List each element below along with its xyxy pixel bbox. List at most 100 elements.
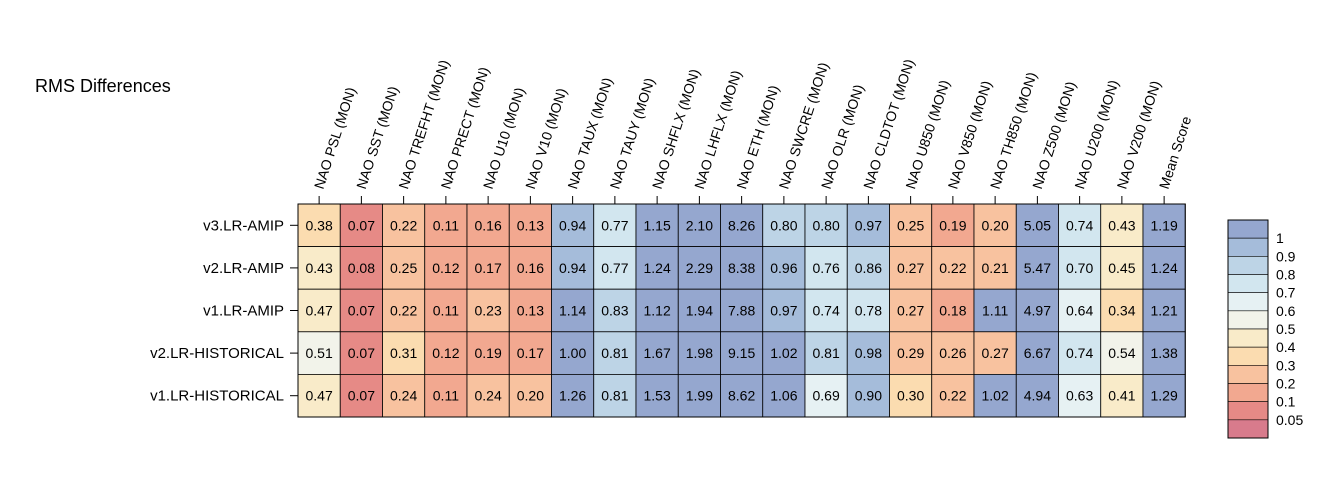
cell-value-label: 0.27 <box>897 303 924 319</box>
colorbar-label: 0.8 <box>1276 267 1296 283</box>
cell-value-label: 0.77 <box>601 260 628 276</box>
heatmap-cell <box>846 373 890 418</box>
cell-value-label: 0.80 <box>813 217 840 233</box>
cell-value-label: 0.16 <box>475 217 502 233</box>
cell-value-label: 0.16 <box>517 260 544 276</box>
cell-value-label: 0.23 <box>475 303 502 319</box>
heatmap-cell <box>424 288 468 333</box>
heatmap-cell <box>677 373 721 418</box>
heatmap-cell <box>382 288 426 333</box>
cell-value-label: 0.19 <box>939 217 966 233</box>
heatmap-cell <box>720 331 764 375</box>
heatmap-cell <box>382 246 426 290</box>
colorbar-swatch <box>1227 346 1269 366</box>
column-label: NAO V850 (MON) <box>945 79 995 191</box>
cell-value-label: 0.22 <box>390 303 417 319</box>
cell-value-label: 1.19 <box>1151 217 1178 233</box>
cell-value-label: 0.34 <box>1108 303 1135 319</box>
colorbar-swatch <box>1227 419 1269 439</box>
cell-value-label: 0.31 <box>390 345 417 361</box>
cell-value-label: 0.11 <box>433 217 459 233</box>
cell-value-label: 1.53 <box>644 388 671 404</box>
column-label: NAO ETH (MON) <box>733 83 782 191</box>
heatmap-cell <box>635 246 679 290</box>
cell-value-label: 0.18 <box>939 303 966 319</box>
heatmap-cell <box>382 203 426 247</box>
colorbar-swatch <box>1227 365 1269 384</box>
heatmap-cell <box>508 246 552 290</box>
colorbar-label: 0.2 <box>1276 376 1296 392</box>
heatmap-cell <box>720 246 764 290</box>
cell-value-label: 1.12 <box>644 303 671 319</box>
heatmap-cell <box>1058 246 1102 290</box>
colorbar-swatch <box>1227 401 1269 421</box>
heatmap-cell <box>931 288 975 333</box>
cell-value-label: 1.02 <box>982 388 1009 404</box>
cell-value-label: 8.38 <box>728 260 755 276</box>
cell-value-label: 1.06 <box>770 388 797 404</box>
cell-value-label: 1.24 <box>644 260 671 276</box>
cell-value-label: 0.96 <box>770 260 797 276</box>
heatmap-cell <box>382 331 426 375</box>
cell-value-label: 0.07 <box>348 388 375 404</box>
cell-value-label: 0.38 <box>306 217 333 233</box>
column-label: NAO TH850 (MON) <box>987 70 1040 191</box>
heatmap-cell <box>1142 331 1186 375</box>
row-label: v1.LR-AMIP <box>203 303 284 320</box>
cell-value-label: 0.64 <box>1066 303 1093 319</box>
heatmap-cell <box>889 373 933 418</box>
cell-value-label: 0.54 <box>1108 345 1135 361</box>
cell-value-label: 0.07 <box>348 303 375 319</box>
heatmap-cell <box>466 331 510 375</box>
cell-value-label: 0.74 <box>1066 217 1093 233</box>
cell-value-label: 0.94 <box>559 217 586 233</box>
heatmap-cell <box>593 373 637 418</box>
cell-value-label: 1.11 <box>982 303 1008 319</box>
colorbar-swatch <box>1227 256 1269 275</box>
heatmap-cell <box>804 331 848 375</box>
heatmap-cell <box>973 246 1017 290</box>
cell-value-label: 0.43 <box>1108 217 1135 233</box>
cell-value-label: 0.22 <box>939 260 966 276</box>
cell-value-label: 0.19 <box>475 345 502 361</box>
cell-value-label: 7.88 <box>728 303 755 319</box>
column-label: NAO U10 (MON) <box>480 85 528 191</box>
heatmap-cell <box>508 331 552 375</box>
heatmap-cell <box>1058 203 1102 247</box>
cell-value-label: 5.05 <box>1024 217 1051 233</box>
cell-value-label: 0.77 <box>601 217 628 233</box>
cell-value-label: 4.97 <box>1024 303 1051 319</box>
colorbar-label: 0.1 <box>1276 394 1296 410</box>
cell-value-label: 0.81 <box>813 345 840 361</box>
heatmap-cell <box>973 203 1017 247</box>
cell-value-label: 2.29 <box>686 260 713 276</box>
heatmap-cell <box>593 331 637 375</box>
cell-value-label: 0.74 <box>1066 345 1093 361</box>
cell-value-label: 0.74 <box>813 303 840 319</box>
cell-value-label: 0.20 <box>982 217 1009 233</box>
cell-value-label: 0.07 <box>348 217 375 233</box>
cell-value-label: 0.94 <box>559 260 586 276</box>
column-label: NAO Z500 (MON) <box>1029 79 1079 190</box>
cell-value-label: 2.10 <box>686 217 713 233</box>
cell-value-label: 0.81 <box>601 388 628 404</box>
cell-value-label: 0.24 <box>390 388 417 404</box>
heatmap-cell <box>635 331 679 375</box>
cell-value-label: 8.62 <box>728 388 755 404</box>
cell-value-label: 0.86 <box>855 260 882 276</box>
cell-value-label: 0.41 <box>1108 388 1135 404</box>
cell-value-label: 0.11 <box>433 303 459 319</box>
cell-value-label: 0.90 <box>855 388 882 404</box>
heatmap-cell <box>1142 203 1186 247</box>
heatmap-cell <box>466 373 510 418</box>
cell-value-label: 8.26 <box>728 217 755 233</box>
heatmap-cell <box>1100 246 1144 290</box>
row-label: v2.LR-HISTORICAL <box>150 345 284 362</box>
row-labels: v3.LR-AMIP v2.LR-AMIP v1.LR-AMIP v2.LR-HIST… <box>150 217 298 405</box>
cell-value-label: 0.83 <box>601 303 628 319</box>
heatmap-cell <box>466 288 510 333</box>
heatmap-cell <box>677 331 721 375</box>
heatmap-cell <box>889 331 933 375</box>
heatmap-cell <box>424 246 468 290</box>
cell-value-label: 1.94 <box>686 303 713 319</box>
